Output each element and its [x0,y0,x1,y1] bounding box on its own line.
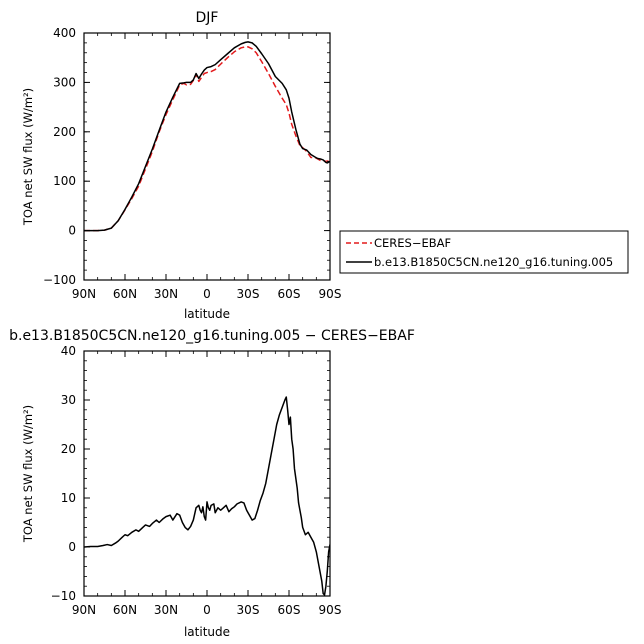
x-tick-label: 30N [154,603,178,617]
x-tick-label: 30S [237,287,260,301]
top-panel: DJF 90N 60N 30N 0 30S 60S 90S −100 0 100 200 300 400 l… [21,10,341,321]
x-tick-label: 60S [278,287,301,301]
y-tick-label: 0 [68,540,76,554]
x-axis-label: latitude [184,625,230,639]
plot-frame [83,350,331,597]
y-tick-label: 10 [61,491,76,505]
bottom-panel: b.e13.B1850C5CN.ne120_g16.tuning.005 − C… [9,328,415,639]
y-tick-label: 100 [53,174,76,188]
x-tick-label: 60S [278,603,301,617]
x-axis-label: latitude [184,307,230,321]
x-tick-label: 90S [319,603,342,617]
x-tick-label: 60N [113,287,137,301]
x-tick-label: 90S [319,287,342,301]
legend-box [339,230,629,274]
y-tick-label: 30 [61,393,76,407]
y-tick-label: 0 [68,224,76,238]
plot-frame [83,32,331,281]
series-group [84,41,330,232]
chart-title: DJF [196,10,219,26]
x-tick-label: 0 [203,287,211,301]
legend-label-ceres: CERES−EBAF [374,236,451,250]
x-tick-label: 60N [113,603,137,617]
y-axis-label: TOA net SW flux (W/m²) [21,88,35,226]
y-tick-label: 20 [61,442,76,456]
y-tick-label: 200 [53,125,76,139]
series-line-ceres-ebaf [84,46,330,232]
chart-title: b.e13.B1850C5CN.ne120_g16.tuning.005 − C… [9,328,415,344]
y-tick-label: 400 [53,26,76,40]
legend: CERES−EBAF b.e13.B1850C5CN.ne120_g16.tun… [339,230,629,274]
x-tick-label: 90N [72,287,96,301]
y-axis-label: TOA net SW flux (W/m²) [21,405,35,543]
y-tick-label: −10 [51,589,76,603]
x-tick-label: 90N [72,603,96,617]
y-tick-label: −100 [43,273,76,287]
y-tick-label: 40 [61,344,76,358]
x-tick-label: 0 [203,603,211,617]
x-tick-label: 30S [237,603,260,617]
x-tick-label: 30N [154,287,178,301]
series-line-difference [84,396,330,596]
series-line-b-e13-b1850c5cn-ne120-g16-tuning-005 [84,41,330,232]
y-tick-label: 300 [53,75,76,89]
series-group [84,396,330,596]
legend-label-model: b.e13.B1850C5CN.ne120_g16.tuning.005 [374,255,613,269]
